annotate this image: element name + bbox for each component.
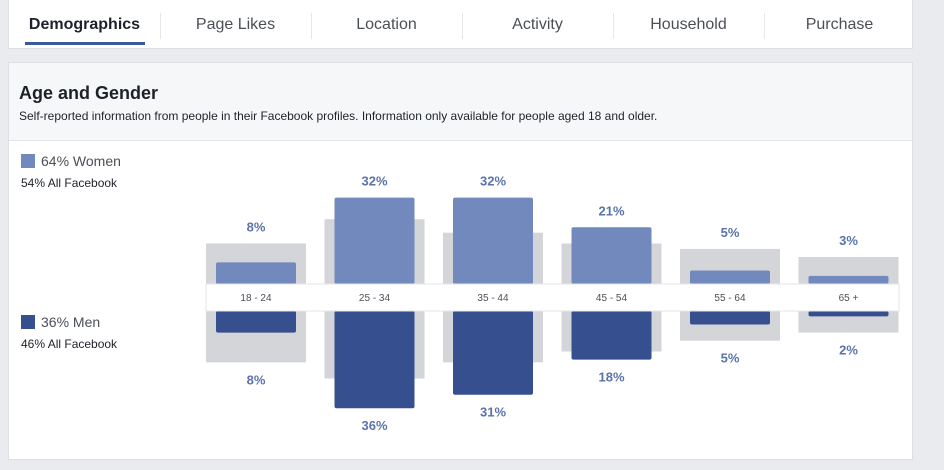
panel-header: Age and Gender Self-reported information… [9,63,912,141]
women-value-label: 32% [361,174,387,189]
tab-separator [462,13,463,39]
women-value-label: 5% [721,225,740,240]
women-value-label: 21% [598,203,624,218]
age-tick-label: 55 - 64 [714,293,746,304]
age-axis-band [205,283,900,312]
women-value-label: 3% [839,233,858,248]
tab-activity[interactable]: Activity [512,15,563,33]
women-bar [571,227,652,284]
women-bar [808,275,889,284]
legend-men-label: 36% Men [41,314,101,330]
women-swatch [21,154,35,168]
men-value-label: 36% [361,418,387,433]
age-tick-label: 65 + [839,293,859,304]
men-value-label: 31% [480,405,506,420]
women-bar [334,197,415,284]
legend-men: 36% Men 46% All Facebook [21,314,117,351]
men-value-label: 2% [839,343,858,358]
women-bar [216,262,296,284]
women-bar [690,270,770,284]
legend-women: 64% Women 54% All Facebook [21,153,121,190]
age-tick-label: 35 - 44 [477,293,509,304]
age-tick-label: 18 - 24 [240,293,272,304]
panel-title: Age and Gender [19,83,159,103]
tab-separator [613,13,614,39]
panel-subtitle: Self-reported information from people in… [19,109,658,123]
tab-location[interactable]: Location [356,15,417,33]
legend-women-label: 64% Women [41,153,121,169]
women-bar [453,197,533,284]
men-bar [216,311,296,333]
tab-demographics[interactable]: Demographics [28,15,141,33]
men-bar [808,311,889,317]
men-bar [453,311,533,395]
men-swatch [21,315,35,329]
tab-bar: Demographics Page Likes Location Activity Ho… [8,0,913,49]
men-value-label: 5% [721,351,740,366]
age-tick-label: 45 - 54 [596,293,628,304]
tab-page-likes[interactable]: Page Likes [195,15,276,33]
men-value-label: 8% [247,372,266,387]
active-tab-underline [25,42,145,45]
tab-purchase[interactable]: Purchase [805,15,874,33]
tab-separator [160,13,161,39]
tab-household[interactable]: Household [650,15,727,33]
legend-men-all-facebook: 46% All Facebook [21,337,118,351]
men-bar [571,311,652,360]
men-bar [334,311,415,409]
legend-women-all-facebook: 54% All Facebook [21,176,118,190]
men-bar [690,311,770,325]
women-value-label: 8% [247,220,266,235]
tab-separator [311,13,312,39]
age-tick-label: 25 - 34 [359,293,391,304]
women-value-label: 32% [480,174,506,189]
men-value-label: 18% [598,370,624,385]
tab-separator [764,13,765,39]
